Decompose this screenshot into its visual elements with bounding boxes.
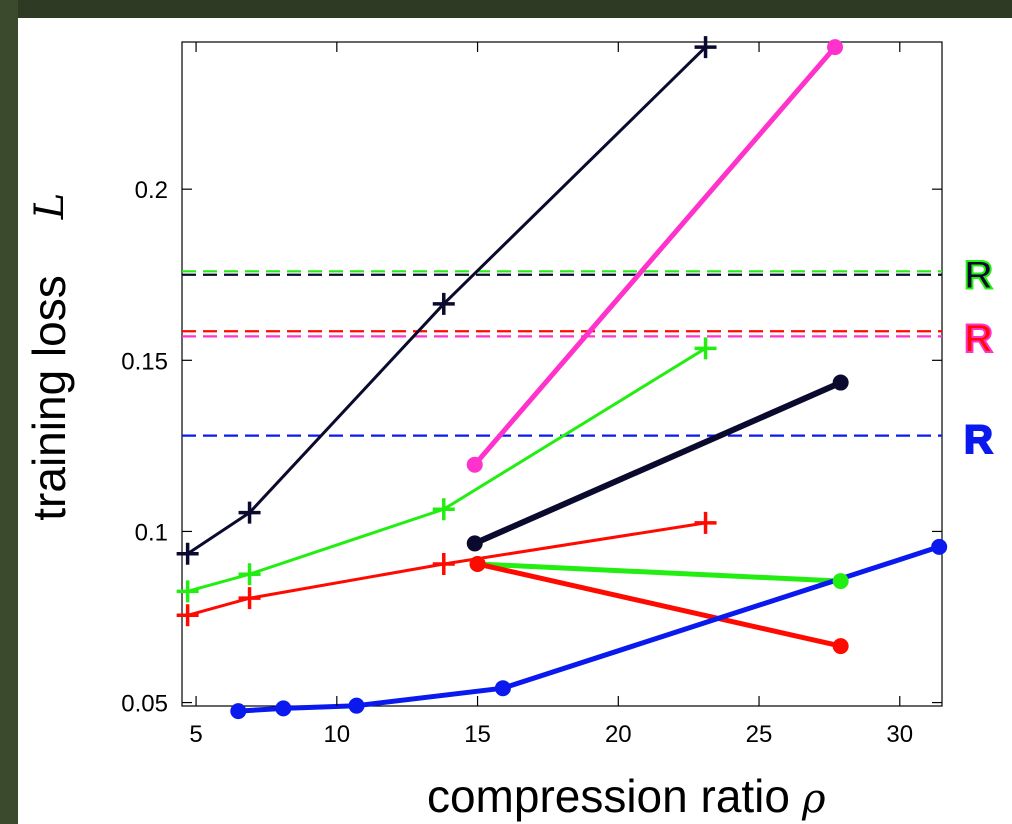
plus-marker [176,580,199,603]
dot-marker [832,573,849,590]
x-axis-title: compression ratio [427,770,790,822]
dot-marker [466,535,483,552]
dot-marker [494,680,511,697]
plus-marker [694,36,717,59]
dot-marker [466,456,483,473]
plus-marker [176,542,199,565]
plus-marker [238,587,261,610]
dot-marker [230,703,247,720]
series-line [187,347,707,593]
series-line [477,561,842,649]
x-tick-label: 25 [746,721,773,748]
dot-marker [931,538,948,555]
x-tick-label: 30 [886,721,913,748]
plus-marker [432,292,455,315]
dot-marker [275,700,292,717]
plus-marker [432,498,455,521]
dot-marker [469,555,486,572]
x-axis-label: compression ratio [427,770,790,822]
plot-frame [181,41,943,707]
reference-label: R [964,254,993,298]
window-left-border [0,0,18,824]
x-tick-label: 5 [189,721,202,748]
x-tick-label: 20 [605,721,632,748]
y-tick-label: 0.1 [135,519,168,546]
reference-label: R [964,418,993,462]
y-tick-label: 0.05 [121,691,168,718]
dot-marker [832,374,849,391]
y-axis-label: training loss [23,275,75,520]
series-line [186,46,707,555]
plus-marker [694,337,717,360]
y-tick-label: 0.15 [121,348,168,375]
x-tick-label: 15 [464,721,491,748]
plus-marker [238,501,261,524]
series-line [473,379,842,547]
dot-marker [348,697,365,714]
x-axis-symbol: ρ [801,776,826,822]
x-tick-label: 10 [323,721,350,748]
plus-marker [432,552,455,575]
line-chart: 5 10 15 20 25 300.050.10.150.2 RRR compressio… [23,36,994,822]
plus-marker [176,604,199,627]
dot-marker [832,638,849,655]
series-line [472,45,837,467]
dot-marker [827,39,844,56]
series-line [477,561,841,584]
series-line [187,521,706,617]
y-axis-title: training loss L [23,193,75,521]
y-axis-symbol: L [27,193,73,221]
plus-marker [694,511,717,534]
reference-label: R [964,317,993,361]
plus-marker [238,563,261,586]
y-tick-label: 0.2 [135,177,168,204]
window-top-border [0,0,1012,18]
